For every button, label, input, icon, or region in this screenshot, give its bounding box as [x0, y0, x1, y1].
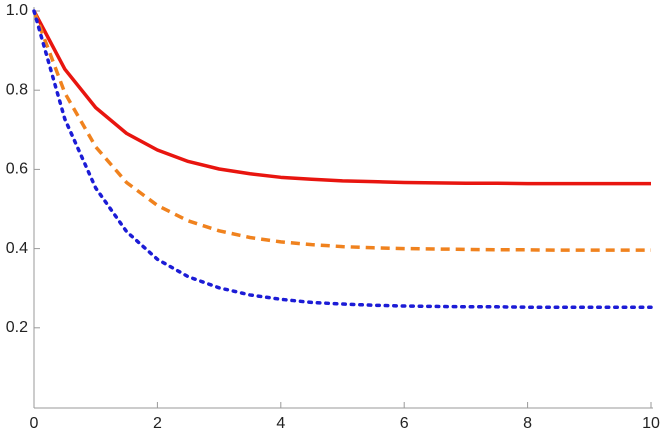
- x-tick-label: 0: [30, 415, 39, 432]
- y-tick-label: 0.6: [6, 161, 28, 178]
- line-series: [32, 10, 651, 252]
- y-tick-label: 0.2: [6, 319, 28, 336]
- x-tick-label: 6: [400, 415, 409, 432]
- y-tick-label: 0.4: [6, 240, 28, 257]
- x-tick-label: 8: [523, 415, 532, 432]
- line-series: [32, 9, 653, 309]
- x-tick-label: 2: [153, 415, 162, 432]
- y-tick-label: 1.0: [6, 2, 28, 19]
- x-tick-label: 10: [642, 415, 660, 432]
- y-tick-label: 0.8: [6, 81, 28, 98]
- line-series: [32, 10, 651, 186]
- x-tick-label: 4: [276, 415, 285, 432]
